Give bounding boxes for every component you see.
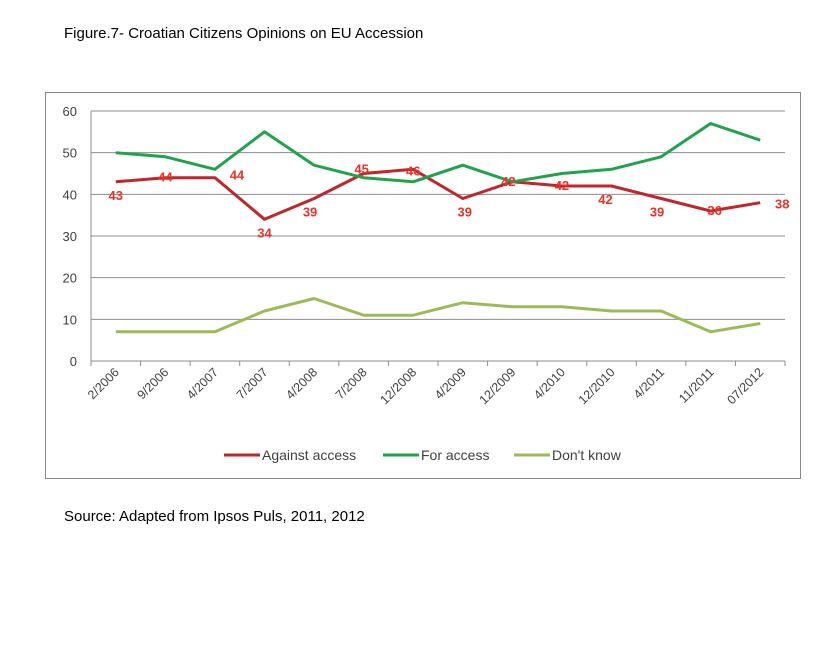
data-label: 45 [354, 162, 368, 177]
y-tick-label: 30 [63, 229, 77, 244]
x-tick-label: 4/2007 [184, 365, 221, 402]
series-line-2 [115, 297, 761, 334]
x-tick-label: 4/2008 [283, 365, 320, 402]
y-tick-label: 20 [63, 271, 77, 286]
y-tick-label: 40 [63, 187, 77, 202]
data-label: 44 [158, 170, 173, 185]
data-label: 38 [775, 197, 789, 212]
data-label: 39 [458, 205, 472, 220]
data-label: 36 [707, 203, 721, 218]
x-tick-label: 4/2009 [432, 365, 469, 402]
data-label: 42 [555, 178, 569, 193]
x-tick-label: 7/2008 [333, 365, 370, 402]
x-tick-label: 12/2009 [477, 365, 519, 407]
data-label: 42 [501, 174, 515, 189]
x-tick-label: 12/2008 [377, 365, 419, 407]
x-tick-label: 9/2006 [135, 365, 172, 402]
line-chart: 0 10 20 30 40 50 60 2/2006 9/2006 4/2007 7/2007 4/2… [63, 104, 790, 463]
legend-label: Don't know [552, 447, 622, 463]
y-tick-label: 60 [63, 104, 77, 119]
x-tick-label: 07/2012 [724, 365, 766, 407]
y-tick-label: 10 [63, 312, 77, 327]
data-label: 39 [303, 205, 317, 220]
data-label: 34 [257, 225, 272, 240]
x-tick-label: 4/2011 [631, 365, 667, 401]
legend-label: For access [421, 447, 489, 463]
figure-source: Source: Adapted from Ipsos Puls, 2011, 2… [64, 508, 365, 525]
y-tick-label: 50 [63, 146, 77, 161]
data-label: 46 [406, 163, 420, 178]
x-tick-label: 7/2007 [234, 365, 271, 402]
x-tick-label: 4/2010 [531, 365, 568, 402]
data-label: 39 [650, 205, 664, 220]
x-tick-label: 2/2006 [85, 365, 122, 402]
x-tick-label: 12/2010 [576, 365, 618, 407]
series-line-0 [115, 167, 761, 221]
legend-label: Against access [262, 447, 356, 463]
chart-area: 0 10 20 30 40 50 60 2/2006 9/2006 4/2007 7/2007 4/2… [45, 92, 801, 479]
series-line-1 [115, 122, 761, 184]
data-label: 44 [230, 168, 245, 183]
data-label: 42 [598, 192, 612, 207]
x-tick-label: 11/2011 [676, 365, 717, 406]
data-label: 43 [109, 188, 123, 203]
figure-title: Figure.7- Croatian Citizens Opinions on … [64, 25, 424, 42]
y-tick-label: 0 [70, 354, 77, 369]
